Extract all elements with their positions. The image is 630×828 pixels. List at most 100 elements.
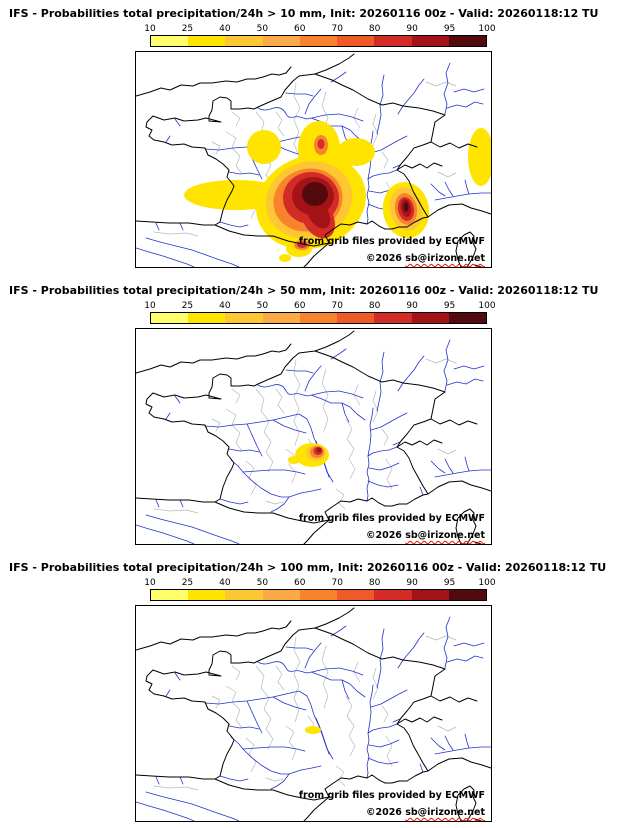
coastline-border-path — [474, 541, 482, 544]
colorbar-segment — [188, 313, 226, 323]
colorbar-tick-label: 95 — [443, 24, 456, 34]
attribution-copyright: ©2026 sb@irizone.net — [299, 253, 485, 264]
river-path — [453, 642, 485, 647]
colorbar-tick-label: 60 — [294, 578, 306, 588]
colorbar-tick-label: 100 — [478, 578, 496, 588]
river-path — [367, 684, 374, 734]
river-path — [453, 88, 485, 93]
river-path — [341, 402, 350, 423]
attribution-copyright: ©2026 sb@irizone.net — [299, 530, 485, 541]
river-path — [145, 791, 240, 821]
colorbar-tick-label: 50 — [256, 301, 269, 311]
panel-title: IFS - Probabilities total precipitation/… — [9, 284, 599, 297]
colorbar-segment — [188, 590, 226, 600]
river-path — [397, 78, 425, 115]
copyright-year: ©2026 — [365, 530, 406, 541]
admin-boundary-path — [385, 458, 393, 490]
colorbar-tick-label: 70 — [331, 301, 343, 311]
river-path — [228, 725, 260, 730]
coastline-border-path — [303, 242, 330, 267]
panel-title: IFS - Probabilities total precipitation/… — [9, 7, 599, 20]
probability-colorbar: 10 25 40 50 60 70 80 90 95 100 — [144, 301, 496, 324]
map-svg-100mm — [136, 607, 491, 821]
admin-boundary-path — [245, 460, 257, 496]
admin-boundary-path — [245, 737, 257, 773]
map-france-50mm: from grib files provided by ECMWF ©2026 … — [135, 328, 492, 545]
admin-boundary-path — [265, 777, 284, 782]
probability-contour — [305, 726, 321, 734]
coastline-border-path — [430, 418, 478, 426]
river-path — [370, 689, 408, 708]
admin-boundary-path — [385, 735, 393, 767]
river-path — [419, 763, 424, 773]
colorbar-tick-label: 100 — [478, 301, 496, 311]
admin-boundary-path — [293, 359, 301, 446]
river-path — [430, 460, 446, 474]
river-path — [444, 458, 454, 474]
river-path — [219, 775, 249, 782]
map-france-100mm: from grib files provided by ECMWF ©2026 … — [135, 605, 492, 822]
panel-precip-10mm: IFS - Probabilities total precipitation/… — [0, 0, 630, 268]
attribution-email: sb@irizone.net — [405, 530, 485, 541]
colorbar-tick-label: 60 — [294, 24, 306, 34]
river-path — [419, 486, 424, 496]
river-path — [397, 355, 425, 392]
colorbar-tick-label: 40 — [219, 24, 231, 34]
colorbar-segment — [188, 36, 226, 46]
coastline-border-path — [427, 757, 491, 772]
river-path — [434, 746, 491, 755]
probability-colorbar: 10 25 40 50 60 70 80 90 95 100 — [144, 578, 496, 601]
colorbar-tick-label: 10 — [144, 578, 156, 588]
colorbar-tick-label: 50 — [256, 24, 269, 34]
colorbar-tick-label: 90 — [406, 301, 418, 311]
probability-contour — [288, 456, 300, 464]
map-svg-50mm — [136, 330, 491, 544]
colorbar-bar — [150, 35, 487, 47]
coastline-border-path — [474, 818, 482, 821]
colorbar-tick-label: 25 — [181, 301, 194, 311]
colorbar-segment — [151, 36, 189, 46]
river-path — [228, 448, 260, 453]
river-path — [444, 181, 454, 197]
river-path — [397, 632, 425, 669]
river-path — [288, 488, 322, 498]
colorbar-segment — [225, 313, 263, 323]
coastline-border-path — [455, 785, 477, 821]
coastline-border-path — [136, 343, 292, 374]
map-attribution: from grib files provided by ECMWF ©2026 … — [299, 790, 485, 818]
river-path — [367, 480, 399, 488]
admin-boundary-path — [335, 765, 346, 787]
river-path — [136, 524, 195, 544]
colorbar-tick-label: 40 — [219, 578, 231, 588]
attribution-ecmwf: from grib files provided by ECMWF — [298, 790, 485, 801]
map-attribution: from grib files provided by ECMWF ©2026 … — [299, 236, 485, 264]
coastline-border-path — [136, 497, 216, 503]
admin-boundary-path — [285, 448, 297, 484]
river-path — [285, 92, 314, 97]
colorbar-segment — [448, 590, 486, 600]
river-path — [219, 498, 249, 505]
river-path — [315, 717, 330, 755]
colorbar-tick-label: 100 — [478, 24, 496, 34]
coastline-border-path — [136, 66, 292, 97]
river-path — [341, 679, 350, 700]
river-path — [136, 801, 195, 821]
admin-boundary-path — [381, 428, 389, 446]
coastline-border-path — [303, 519, 330, 544]
coastline-border-path — [396, 162, 443, 171]
coastline-border-path — [136, 220, 216, 226]
river-path — [204, 690, 334, 760]
probability-contour — [316, 447, 322, 453]
admin-boundary-path — [231, 111, 241, 127]
colorbar-segment — [411, 313, 449, 323]
admin-boundary-path — [153, 508, 199, 514]
colorbar-labels: 10 25 40 50 60 70 80 90 95 100 — [144, 301, 495, 312]
admin-boundary-path — [425, 358, 457, 364]
admin-boundary-path — [381, 151, 389, 169]
probability-contour — [468, 128, 491, 186]
river-path — [370, 412, 408, 431]
river-path — [174, 672, 181, 681]
river-path — [179, 776, 184, 785]
map-svg-10mm — [136, 53, 491, 267]
river-path — [464, 456, 470, 472]
